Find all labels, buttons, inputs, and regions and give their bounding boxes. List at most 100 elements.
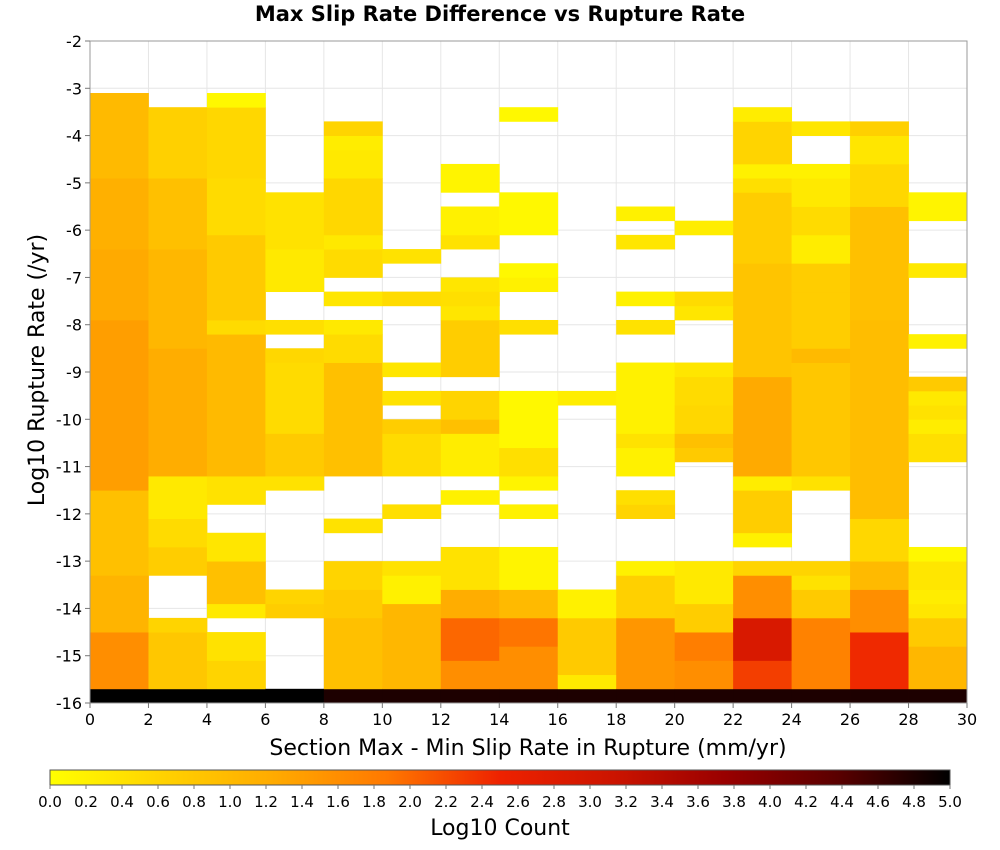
x-tick-label: 10 [372,710,392,729]
heatmap-cell [674,405,734,434]
heatmap-cell [265,476,325,491]
heatmap-cell [908,617,968,647]
colorbar-tick-label: 2.2 [434,793,458,811]
heatmap-cell [674,433,734,449]
heatmap-cell [616,319,676,335]
heatmap-cell [148,688,208,704]
colorbar-tick-label: 3.0 [578,793,602,811]
y-tick-label: -16 [56,694,82,713]
heatmap-cell [850,163,909,207]
heatmap-cell [382,419,442,434]
heatmap-cell [850,319,909,519]
heatmap-cell [850,518,909,562]
colorbar-label: Log10 Count [430,816,570,841]
heatmap-cell [908,603,968,619]
heatmap-cell [616,504,676,519]
heatmap-cell [733,107,792,122]
heatmap-cell [557,674,617,690]
heatmap-cell [733,575,792,619]
heatmap-cell [674,376,734,406]
heatmap-cell [499,476,559,491]
heatmap-cell [616,490,676,505]
heatmap-cell [557,390,617,406]
colorbar-tick-label: 4.0 [758,793,782,811]
x-tick-label: 18 [606,710,626,729]
heatmap-cell [440,206,500,236]
heatmap-cell [440,234,500,250]
heatmap-cell [206,476,266,505]
heatmap-cell [674,603,734,633]
colorbar-tick-label: 1.0 [218,793,242,811]
heatmap-cell [323,234,383,250]
colorbar [49,769,951,786]
heatmap-cell [674,561,734,605]
heatmap-cell [382,688,442,704]
chart-title: Max Slip Rate Difference vs Rupture Rate [254,2,746,26]
heatmap-cell [382,390,442,406]
heatmap-cell [323,149,383,179]
colorbar-tick-label: 1.2 [254,793,278,811]
heatmap-cell [90,249,149,321]
colorbar-tick-label: 1.4 [290,793,314,811]
heatmap-cell [733,532,792,548]
heatmap-cell [206,178,266,236]
x-tick-label: 16 [548,710,568,729]
x-tick-label: 12 [431,710,451,729]
heatmap-cell [90,688,149,704]
heatmap-cell [733,163,792,179]
heatmap-cell [440,319,500,378]
heatmap-cell [323,291,383,307]
colorbar-tick-label: 3.6 [686,793,710,811]
heatmap-cell [499,263,559,278]
heatmap-cell [148,348,208,477]
heatmap-cell [908,376,968,392]
heatmap-cell [265,433,325,477]
colorbar-tick-label: 2.8 [542,793,566,811]
heatmap-cell [206,688,266,704]
x-tick-label: 0 [85,710,95,729]
y-tick-label: -2 [66,32,82,51]
heatmap-cell [148,178,208,250]
heatmap-cell [323,362,383,477]
heatmap-cells [90,93,968,704]
heatmap-cell [382,575,442,605]
heatmap-cell [791,121,851,136]
heatmap-cell [499,646,559,690]
heatmap-cell [908,390,968,406]
x-tick-label: 8 [319,710,329,729]
heatmap-cell [440,660,500,690]
heatmap-cell [850,561,909,590]
heatmap-cell [440,589,500,619]
heatmap-cell [908,646,968,690]
heatmap-cell [908,419,968,434]
y-tick-label: -5 [66,174,82,193]
x-tick-label: 6 [260,710,270,729]
heatmap-cell [499,277,559,293]
x-tick-label: 28 [898,710,918,729]
heatmap-cell [382,561,442,576]
x-axis-label: Section Max - Min Slip Rate in Rupture (… [269,736,786,761]
heatmap-cell [206,603,266,619]
heatmap-cell [265,348,325,363]
heatmap-cell [850,206,909,321]
heatmap-cell [499,319,559,335]
heatmap-cell [90,93,149,179]
heatmap-cell [674,688,734,704]
heatmap-cell [148,632,208,690]
heatmap-cell [616,617,676,690]
x-tick-label: 30 [957,710,977,729]
heatmap-cell [791,234,851,264]
heatmap-cell [674,362,734,378]
heatmap-cell [674,632,734,661]
colorbar-tick-label: 1.6 [326,793,350,811]
heatmap-cell [499,447,559,477]
heatmap-cell [265,192,325,250]
heatmap-cell [148,476,208,519]
colorbar-tick-label: 5.0 [938,793,962,811]
y-tick-label: -3 [66,79,82,98]
heatmap-cell [791,362,851,477]
heatmap-cell [440,419,500,434]
heatmap-cell [499,390,559,449]
heatmap-cell [440,163,500,193]
